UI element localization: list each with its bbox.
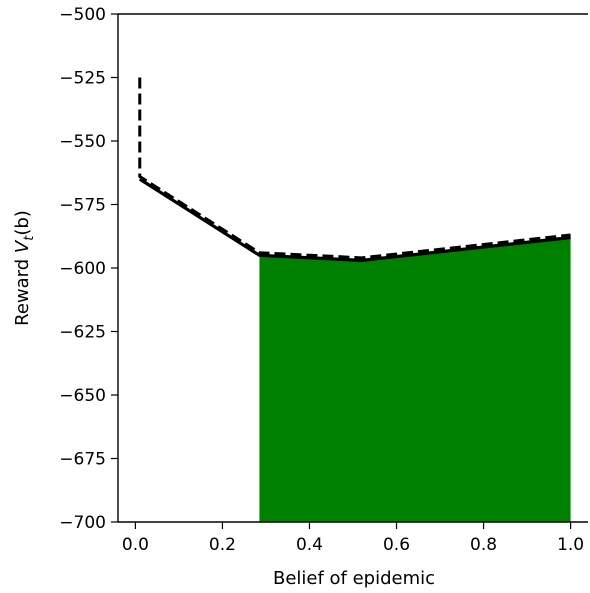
y-axis-label-arg: (b)	[12, 210, 33, 235]
y-tick-label: −600	[59, 259, 106, 279]
y-tick-label: −575	[59, 196, 106, 216]
series-line-dashed	[138, 77, 571, 260]
x-tick-label: 0.6	[383, 535, 410, 555]
y-tick-label: −675	[59, 450, 106, 470]
y-axis-label: Reward Vt(b)	[12, 210, 37, 326]
ticks-layer: 0.0 0.2 0.4 0.6 0.8 1.0 −700 −675 −650 −625 −600 −5…	[59, 5, 584, 555]
x-tick-label: 0.8	[470, 535, 497, 555]
y-tick-label: −550	[59, 132, 106, 152]
y-tick-label: −525	[59, 69, 106, 89]
y-axis-label-main: Reward	[12, 253, 33, 326]
x-tick-label: 1.0	[557, 535, 584, 555]
series-layer	[138, 77, 571, 262]
y-tick-label: −650	[59, 386, 106, 406]
y-axis-label-sub: t	[22, 235, 37, 241]
y-tick-label: −700	[59, 513, 106, 533]
fill-area	[259, 237, 571, 522]
x-axis-label: Belief of epidemic	[273, 568, 435, 589]
x-tick-label: 0.2	[209, 535, 236, 555]
y-axis-label-var: V	[12, 239, 33, 253]
series-line-solid	[138, 177, 571, 262]
y-tick-label: −625	[59, 323, 106, 343]
x-tick-label: 0.4	[296, 535, 323, 555]
fill-layer	[259, 237, 571, 522]
y-tick-label: −500	[59, 5, 106, 25]
x-tick-label: 0.0	[122, 535, 149, 555]
